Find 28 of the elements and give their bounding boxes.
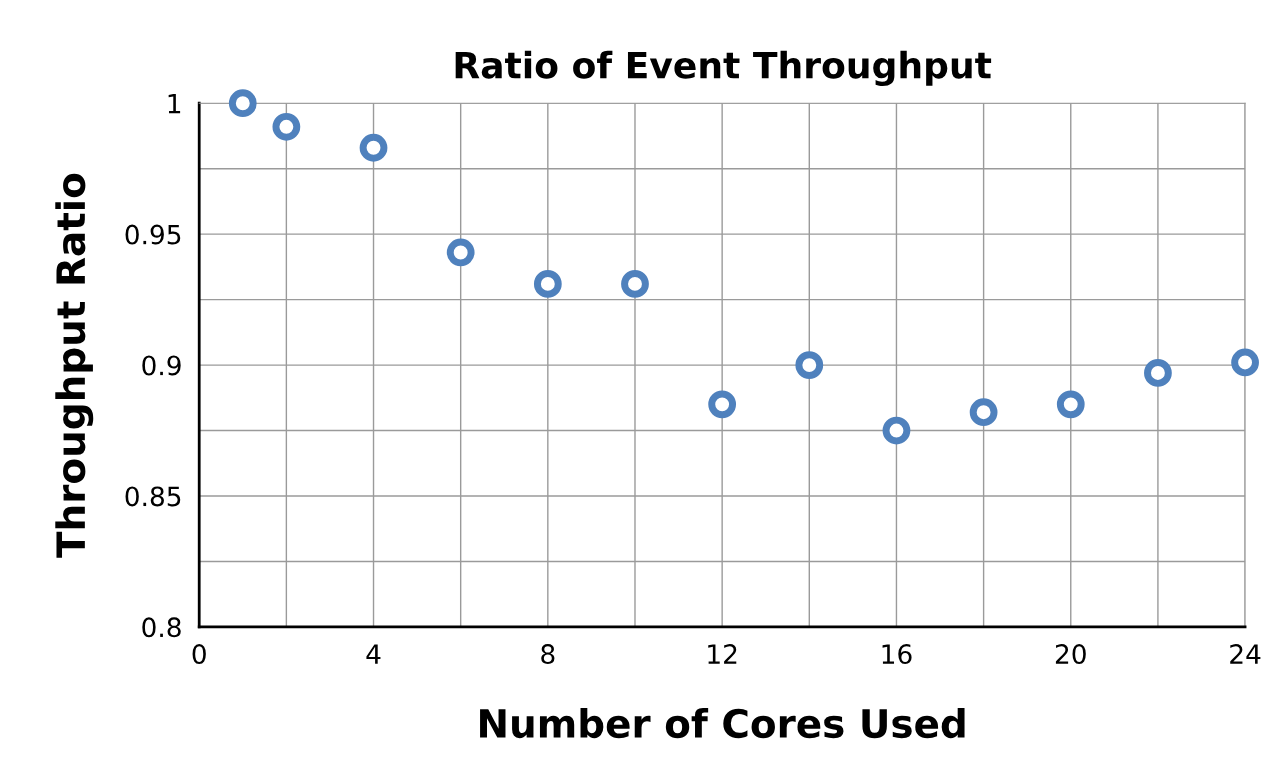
point (446, 238, 475, 267)
point (621, 270, 649, 298)
x-tick-label: 4 (366, 644, 381, 664)
point (1144, 359, 1172, 387)
x-tick-label: 12 (708, 644, 737, 664)
y-tick-label: 0.9 (142, 355, 181, 376)
x-tick-label: 16 (882, 644, 912, 665)
point (708, 390, 737, 419)
point (533, 270, 562, 298)
point (882, 416, 911, 445)
point (228, 89, 257, 118)
y-axis-title: Throughput Ratio (55, 173, 94, 558)
point (969, 398, 998, 427)
x-tick-label: 8 (541, 644, 555, 665)
point (1056, 390, 1085, 419)
y-tick-label: 0.85 (125, 486, 181, 507)
point (359, 133, 388, 162)
x-tick-label: 24 (1230, 644, 1261, 664)
x-axis-title: Number of Cores Used (480, 708, 965, 739)
x-tick-label: 20 (1055, 644, 1086, 665)
point (1231, 348, 1259, 377)
x-tick-label: 0 (192, 644, 206, 665)
y-tick-label: 0.8 (142, 617, 181, 638)
y-tick-label: 0.95 (125, 224, 181, 245)
point (272, 112, 301, 141)
y-tick-label: 1 (168, 94, 181, 114)
point (795, 351, 824, 379)
chart-title: Ratio of Event Throughput (455, 50, 992, 87)
